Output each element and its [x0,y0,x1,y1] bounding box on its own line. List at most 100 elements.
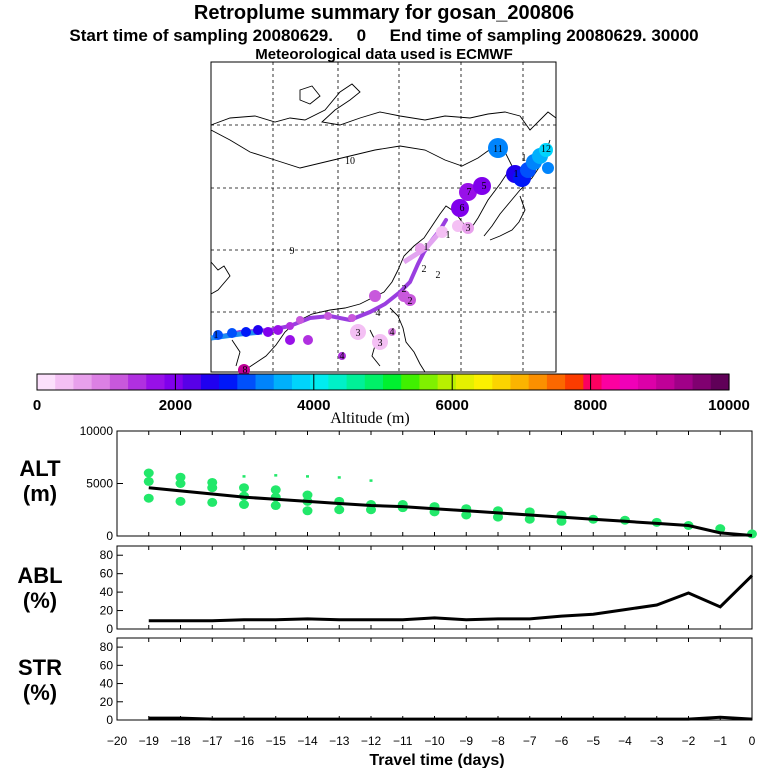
map-point-label: 4 [340,351,345,362]
colorbar-swatch [128,374,147,390]
colorbar-swatch [91,374,111,390]
altitude-cluster-point [524,514,535,524]
y-tick-label: 20 [100,695,114,709]
altitude-cluster-point [302,490,313,500]
colorbar-swatch [401,374,421,390]
colorbar-tick-label: 6000 [436,397,469,414]
y-tick-label: 20 [100,604,114,618]
trajectory-cluster-marker [415,243,425,253]
x-tick-label: −13 [329,734,350,748]
y-tick-label: 60 [100,658,114,672]
colorbar-swatch [474,374,493,390]
colorbar-swatch [656,374,675,390]
trajectory-cluster-marker [451,199,469,217]
colorbar-swatch [383,374,402,390]
altitude-cluster-point [239,500,249,509]
colorbar-swatch [219,374,238,390]
alt-panel: 10000 5000 0 ALT(m) [19,424,757,543]
x-tick-label: −17 [202,734,223,748]
colorbar-swatch [37,374,56,390]
colorbar-swatch [692,374,712,390]
x-tick-label: −7 [523,734,537,748]
colorbar-swatch [273,374,293,390]
map-point-label: 1 [214,330,219,341]
y-tick-label: 60 [100,567,114,581]
altitude-cluster-point [493,512,503,522]
map-gridlines [211,62,556,372]
trajectory-cluster-points [213,138,554,376]
x-tick-label: −3 [650,734,664,748]
trajectory-cluster-marker [263,327,273,337]
trajectory-cluster-marker [542,162,554,174]
altitude-colorbar: 0 2000 4000 6000 8000 10000 Altitude (m) [33,373,750,427]
x-tick-label: −14 [297,734,318,748]
x-tick-label: −11 [393,734,413,748]
colorbar-swatch [710,374,730,390]
map-point-label: 1 [446,230,451,241]
panel-frame [116,637,753,721]
colorbar-swatch [601,374,621,390]
map-point-label: 1 [424,242,429,253]
altitude-cluster-point [239,483,249,493]
map-point-label: 4 [390,327,395,338]
map-point-label: 1 [522,153,527,164]
x-tick-label: −20 [107,734,128,748]
altitude-cluster-point [207,497,218,507]
altitude-cluster-point [175,472,186,482]
altitude-cluster-point [461,510,472,520]
trajectory-cluster-marker [238,364,250,376]
trajectory-cluster-marker [369,290,381,302]
trajectory-cluster-marker [227,328,237,338]
x-tick-label: −16 [234,734,255,748]
colorbar-tick-label: 0 [33,397,41,414]
altitude-cluster-point-small [274,474,278,477]
x-tick-label: −10 [424,734,445,748]
map-frame [210,61,557,373]
altitude-cluster-point [334,505,345,515]
x-tick-label: −8 [491,734,505,748]
y-tick-label: 0 [106,713,113,727]
altitude-cluster-point [366,505,376,515]
trajectory-cluster-marker [241,327,251,337]
altitude-cluster-point-small [337,476,341,479]
map-point-label: 1 [514,169,519,180]
y-tick-label: 10000 [80,424,114,438]
x-tick-label: −4 [618,734,632,748]
colorbar-swatch [437,374,457,390]
map-point-label: 2 [422,264,427,275]
colorbar-swatch [528,374,548,390]
colorbar-swatch [510,374,530,390]
x-tick-label: −15 [266,734,287,748]
colorbar-swatch [346,374,366,390]
colorbar-swatch [674,374,694,390]
x-tick-label: −2 [682,734,696,748]
map-point-label: 2 [408,296,413,307]
trajectory-cluster-marker [462,222,474,234]
altitude-cluster-point [175,496,186,506]
trajectory-cluster-marker [404,294,416,306]
colorbar-swatch [146,374,166,390]
colorbar-swatch [237,374,257,390]
mean-altitude-line [148,486,753,537]
trajectory-path-pale [402,230,442,265]
trajectory-cluster-marker [273,325,283,335]
trajectory-cluster-marker [539,143,553,157]
map-point-label: 4 [376,308,381,319]
colorbar-swatch [492,374,512,390]
panel-unit: (%) [23,588,57,613]
y-tick-label: 40 [100,585,114,599]
colorbar-tick-label: 2000 [159,397,192,414]
abl-panel: 80 60 40 20 0 ABL(%) [17,545,754,636]
trajectory-cluster-marker [350,324,366,340]
altitude-cluster-point [270,501,281,511]
colorbar-swatch [328,374,348,390]
y-tick-label: 0 [106,622,113,636]
map-point-label: 6 [460,203,465,214]
trajectory-cluster-marker [459,183,477,201]
trajectory-cluster-marker [296,316,304,324]
trajectory-cluster-marker [348,314,356,322]
